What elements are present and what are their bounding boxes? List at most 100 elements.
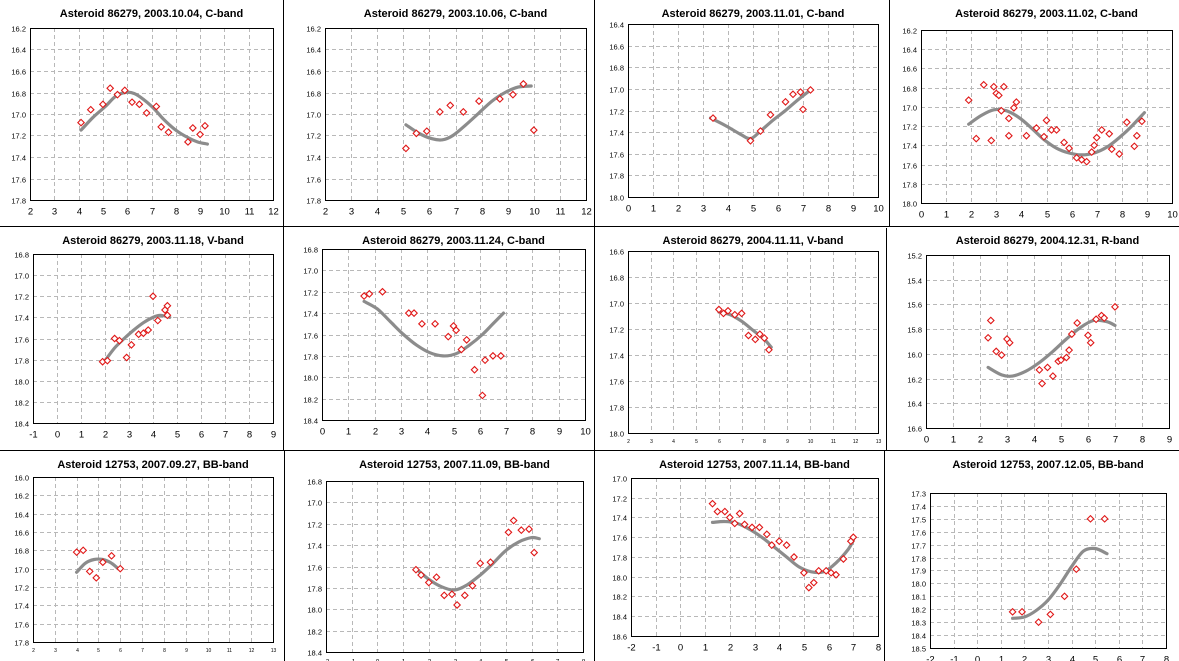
x-tick-label: 3 <box>753 643 758 654</box>
chart-svg: Asteroid 86279, 2003.11.02, C-band16.216… <box>902 8 1177 221</box>
data-point <box>478 391 487 400</box>
data-point <box>972 134 981 143</box>
chart-svg: Asteroid 86279, 2003.11.24, C-band16.817… <box>303 235 591 438</box>
x-tick-label: 7 <box>556 659 560 661</box>
data-point <box>1122 118 1131 127</box>
x-tick-label: 9 <box>198 207 203 218</box>
data-point <box>1067 330 1076 339</box>
y-tick-label: 17.8 <box>14 357 29 366</box>
y-tick-label: 16.8 <box>14 547 29 556</box>
x-tick-label: 8 <box>1140 435 1145 446</box>
chart-title: Asteroid 86279, 2003.10.04, C-band <box>60 8 243 20</box>
y-tick-label: 18.4 <box>911 632 926 641</box>
x-tick-label: 7 <box>223 430 228 441</box>
y-tick-label: 16.0 <box>14 474 29 483</box>
y-tick-label: 17.0 <box>303 267 318 276</box>
data-point <box>1005 338 1014 347</box>
x-tick-label: 3 <box>54 648 57 654</box>
y-tick-label: 17.2 <box>14 584 29 593</box>
y-tick-label: 16.2 <box>306 25 321 34</box>
y-tick-label: 17.4 <box>303 310 318 319</box>
y-tick-label: 16.8 <box>609 64 624 73</box>
data-point <box>1100 314 1109 322</box>
y-tick-label: 17.4 <box>14 602 29 611</box>
y-tick-label: 18.0 <box>902 200 917 209</box>
x-tick-label: 4 <box>151 430 156 441</box>
data-point <box>1022 131 1031 140</box>
data-point <box>504 528 513 537</box>
data-point <box>188 123 197 132</box>
data-point <box>120 86 129 95</box>
data-point <box>994 91 1003 100</box>
y-tick-label: 17.6 <box>11 176 26 185</box>
x-tick-label: 2 <box>428 659 432 661</box>
x-tick-label: 4 <box>777 643 782 654</box>
data-point <box>401 144 410 153</box>
x-tick-label: 2 <box>373 427 378 438</box>
data-point <box>440 591 449 600</box>
chart-panel: Asteroid 86279, 2004.12.31, R-band 15.2 15… <box>890 227 1179 450</box>
data-point <box>1008 607 1017 616</box>
data-point <box>1043 363 1052 372</box>
x-tick-label: 10 <box>808 439 814 445</box>
fit-curve <box>967 107 1146 157</box>
x-tick-label: 11 <box>556 207 566 218</box>
x-tick-label: 3 <box>1046 655 1051 661</box>
data-point <box>720 507 729 516</box>
data-point <box>849 533 858 542</box>
x-tick-label: 6 <box>531 659 535 661</box>
data-point <box>1038 379 1047 388</box>
x-tick-label: 11 <box>245 207 255 218</box>
y-tick-label: 16.6 <box>907 425 922 434</box>
chart-title: Asteroid 86279, 2004.11.11, V-band <box>663 235 844 247</box>
y-tick-label: 17.0 <box>306 111 321 120</box>
data-point <box>106 84 115 93</box>
y-tick-label: 17.9 <box>911 567 926 576</box>
x-tick-label: 8 <box>1164 655 1169 661</box>
x-tick-label: 5 <box>1045 210 1050 221</box>
data-point <box>422 127 431 136</box>
x-tick-label: 1 <box>951 435 956 446</box>
data-point <box>435 107 444 116</box>
data-point <box>411 565 420 574</box>
data-point <box>1012 98 1021 107</box>
y-tick-label: 18.6 <box>612 633 627 642</box>
y-tick-label: 18.0 <box>612 574 627 583</box>
y-tick-label: 17.8 <box>609 172 624 181</box>
data-point <box>986 316 995 325</box>
data-point <box>999 82 1008 91</box>
y-tick-label: 17.8 <box>911 555 926 564</box>
x-tick-label: 10 <box>206 648 212 654</box>
y-tick-label: 18.0 <box>911 580 926 589</box>
x-tick-label: 3 <box>349 207 354 218</box>
x-tick-label: 1 <box>999 655 1004 661</box>
data-point <box>1092 315 1101 324</box>
y-tick-label: 17.0 <box>612 475 627 484</box>
x-tick-label: 6 <box>718 439 721 445</box>
chart-title: Asteroid 12753, 2007.11.09, BB-band <box>359 459 550 471</box>
y-tick-label: 17.8 <box>11 197 26 206</box>
data-point <box>163 301 172 310</box>
x-tick-label: 2 <box>969 210 974 221</box>
x-tick-label: 10 <box>580 427 591 438</box>
data-point <box>832 570 840 579</box>
data-point <box>796 88 805 97</box>
fit-curve <box>414 535 541 592</box>
y-tick-label: 17.6 <box>14 621 29 630</box>
data-point <box>128 98 137 107</box>
y-tick-label: 17.2 <box>11 132 26 141</box>
data-point <box>459 107 468 116</box>
data-point <box>98 100 107 109</box>
data-point <box>1100 514 1109 523</box>
plot-border <box>631 478 879 637</box>
data-point <box>1042 116 1051 125</box>
data-point <box>86 105 95 114</box>
y-tick-label: 17.0 <box>11 111 26 120</box>
data-point <box>457 345 466 354</box>
y-tick-label: 16.2 <box>907 376 922 385</box>
x-tick-label: 4 <box>479 659 483 661</box>
data-point <box>1062 353 1071 362</box>
x-tick-label: 5 <box>1059 435 1064 446</box>
data-point <box>488 351 497 360</box>
